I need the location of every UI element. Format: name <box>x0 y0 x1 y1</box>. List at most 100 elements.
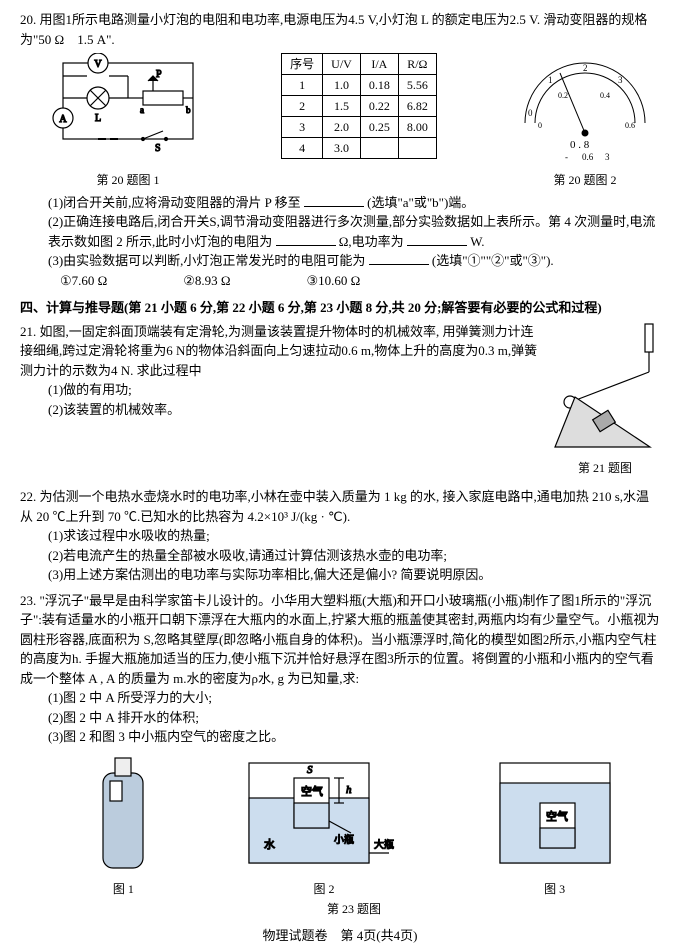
td: 4 <box>282 138 323 159</box>
td: 3.0 <box>323 138 361 159</box>
td: 8.00 <box>398 117 436 138</box>
q20: 20. 用图1所示电路测量小灯泡的电阻和电功率,电源电压为4.5 V,小灯泡 L… <box>20 10 660 290</box>
q23: 23. "浮沉子"最早是由科学家笛卡儿设计的。小华用大塑料瓶(大瓶)和开口小玻璃… <box>20 591 660 919</box>
td: 1.5 <box>323 96 361 117</box>
tick: 0.2 <box>558 91 568 100</box>
tick: 3 <box>618 75 623 85</box>
circuit-diagram: V L P a b A S <box>48 53 208 163</box>
q22-num: 22. <box>20 489 36 504</box>
cap: 图 1 <box>88 880 158 898</box>
th: 序号 <box>282 54 323 75</box>
td: 2 <box>282 96 323 117</box>
q22-text: 为估测一个电热水壶烧水时的电功率,小林在壶中装入质量为 1 kg 的水, 接入家… <box>20 489 649 524</box>
svg-text:V: V <box>94 59 102 70</box>
model2-icon: 空气 S h 小瓶 水 大瓶 <box>239 753 409 873</box>
td: 3 <box>282 117 323 138</box>
blank[interactable] <box>407 245 467 246</box>
q20-fig1: V L P a b A S <box>48 53 208 189</box>
tick: 1 <box>548 75 553 85</box>
lbl: S <box>307 764 313 776</box>
tick: 0.4 <box>600 91 610 100</box>
t: (选填"a"或"b")端。 <box>367 195 474 210</box>
th: U/V <box>323 54 361 75</box>
q20-fig1-caption: 第 20 题图 1 <box>48 171 208 189</box>
q23-s3: (3)图 2 和图 3 中小瓶内空气的密度之比。 <box>20 727 660 747</box>
q20-text: 用图1所示电路测量小灯泡的电阻和电功率,电源电压为4.5 V,小灯泡 L 的额定… <box>20 12 647 47</box>
th: R/Ω <box>398 54 436 75</box>
td: 6.82 <box>398 96 436 117</box>
q23-fig1: 图 1 <box>88 753 158 899</box>
opt: ③10.60 Ω <box>307 271 427 291</box>
lbl: 空气 <box>301 784 323 798</box>
td <box>398 138 436 159</box>
t: Ω,电功率为 <box>339 234 404 249</box>
bottle-icon <box>88 753 158 873</box>
mb: - <box>565 152 568 162</box>
tick: 0.6 <box>625 121 635 130</box>
q23-fig2: 空气 S h 小瓶 水 大瓶 图 2 <box>239 753 409 899</box>
q21-fig: 第 21 题图 <box>550 322 660 478</box>
opt: ①7.60 Ω <box>60 271 180 291</box>
opt: ②8.93 Ω <box>183 271 303 291</box>
tick: 0 <box>538 121 542 130</box>
blank[interactable] <box>369 264 429 265</box>
td: 5.56 <box>398 75 436 96</box>
model3-icon: 空气 <box>490 753 620 873</box>
td: 2.0 <box>323 117 361 138</box>
q23-s2: (2)图 2 中 A 排开水的体积; <box>20 708 660 728</box>
q21-num: 21. <box>20 324 36 339</box>
blank[interactable] <box>276 245 336 246</box>
q21-text: 如图,一固定斜面顶端装有定滑轮,为测量该装置提升物体时的机械效率, 用弹簧测力计… <box>20 324 537 378</box>
tick: 0 <box>528 108 533 118</box>
cap: 图 2 <box>239 880 409 898</box>
svg-text:S: S <box>155 143 161 154</box>
lbl: h <box>346 784 352 796</box>
section4-title: 四、计算与推导题(第 21 小题 6 分,第 22 小题 6 分,第 23 小题… <box>20 298 660 318</box>
td: 0.18 <box>360 75 398 96</box>
lbl: 水 <box>264 838 275 851</box>
svg-text:P: P <box>156 69 162 80</box>
q20-s2: (2)正确连接电路后,闭合开关S,调节滑动变阻器进行多次测量,部分实验数据如上表… <box>20 212 660 251</box>
q20-s3: (3)由实验数据可以判断,小灯泡正常发光时的电阻可能为 (选填"①""②"或"③… <box>20 251 660 271</box>
td: 1 <box>282 75 323 96</box>
q22-s2: (2)若电流产生的热量全部被水吸收,请通过计算估测该热水壶的电功率; <box>20 546 660 566</box>
q20-s1: (1)闭合开关前,应将滑动变阻器的滑片 P 移至 (选填"a"或"b")端。 <box>20 193 660 213</box>
t: (1)闭合开关前,应将滑动变阻器的滑片 P 移至 <box>48 195 301 210</box>
q23-main-cap: 第 23 题图 <box>48 900 660 918</box>
th: I/A <box>360 54 398 75</box>
td: 1.0 <box>323 75 361 96</box>
lbl: 大瓶 <box>374 838 394 851</box>
q20-num: 20. <box>20 12 36 27</box>
q23-s1: (1)图 2 中 A 所受浮力的大小; <box>20 688 660 708</box>
q22-s3: (3)用上述方案估测出的电功率与实际功率相比,偏大还是偏小? 简要说明原因。 <box>20 565 660 585</box>
q20-opts: ①7.60 Ω ②8.93 Ω ③10.60 Ω <box>20 271 660 291</box>
q21: 第 21 题图 21. 如图,一固定斜面顶端装有定滑轮,为测量该装置提升物体时的… <box>20 322 660 482</box>
q23-num: 23. <box>20 593 36 608</box>
q20-table: 序号 U/V I/A R/Ω 11.00.185.56 21.50.226.82… <box>281 53 437 159</box>
td <box>360 138 398 159</box>
ramp-icon <box>550 322 660 452</box>
ammeter-icon: 0 1 2 3 0 0.2 0.4 0.6 0 . 8 - 0.6 3 <box>510 53 660 163</box>
mb: 0.6 <box>582 152 594 162</box>
q23-figs: 图 1 空气 S h 小瓶 水 大瓶 图 2 <box>48 753 660 899</box>
svg-text:L: L <box>95 113 101 124</box>
q20-fig2-caption: 第 20 题图 2 <box>510 171 660 189</box>
t: (选填"①""②"或"③"). <box>432 253 554 268</box>
td: 0.22 <box>360 96 398 117</box>
cap: 图 3 <box>490 880 620 898</box>
q20-figures-row: V L P a b A S <box>48 53 660 189</box>
page-footer: 物理试题卷 第 4页(共4页) <box>20 926 660 946</box>
t: (3)由实验数据可以判断,小灯泡正常发光时的电阻可能为 <box>48 253 365 268</box>
lbl: 空气 <box>546 809 568 823</box>
mb: 3 <box>605 152 610 162</box>
svg-text:A: A <box>59 114 67 125</box>
svg-text:b: b <box>186 105 191 115</box>
td: 0.25 <box>360 117 398 138</box>
tick: 2 <box>583 63 588 73</box>
blank[interactable] <box>304 206 364 207</box>
lbl: 小瓶 <box>334 833 354 846</box>
q20-fig2: 0 1 2 3 0 0.2 0.4 0.6 0 . 8 - 0.6 3 第 20… <box>510 53 660 189</box>
q23-fig3: 空气 图 3 <box>490 753 620 899</box>
svg-text:a: a <box>140 105 144 115</box>
meter-sym: 0 . 8 <box>570 139 590 151</box>
